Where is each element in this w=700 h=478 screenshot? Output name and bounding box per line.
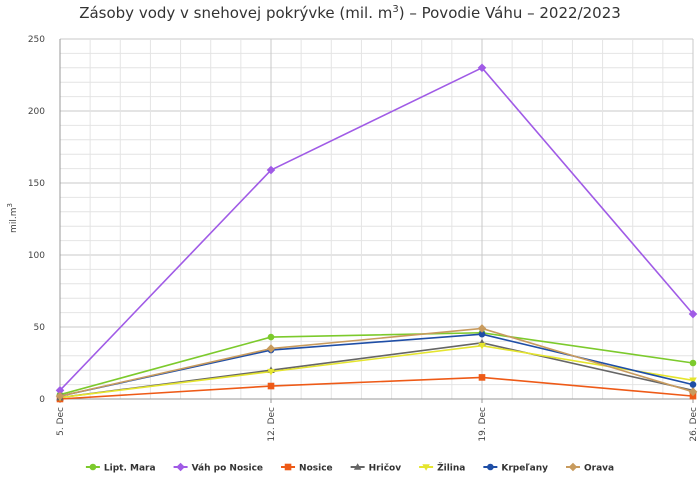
series-6-point — [477, 324, 487, 333]
x-tick-label: 26. Dec — [689, 407, 699, 442]
series-1-point — [477, 63, 487, 73]
series-1-point — [688, 309, 698, 319]
y-tick-label: 150 — [28, 179, 45, 189]
legend-label: Nosice — [299, 464, 333, 474]
x-tick-label: 19. Dec — [478, 407, 488, 442]
legend-swatch-marker — [487, 463, 494, 471]
series-6-point — [266, 344, 276, 353]
legend-swatch-marker — [353, 463, 362, 470]
y-tick-label: 0 — [39, 395, 45, 405]
legend-label: Lipt. Mara — [104, 464, 156, 474]
legend-swatch-marker — [89, 463, 97, 471]
legend-item[interactable]: Žilina — [419, 462, 465, 474]
series-4-point — [689, 377, 697, 385]
series-0-point — [689, 359, 697, 367]
series-2-point — [478, 374, 486, 381]
series-6-point — [688, 387, 698, 397]
series-2 — [56, 374, 697, 403]
legend-label: Váh po Nosice — [192, 464, 263, 474]
series-1-line — [59, 67, 694, 391]
legend-label: Orava — [584, 464, 614, 474]
x-tick-label: 5. Dec — [56, 407, 66, 436]
series-4-point — [267, 368, 275, 376]
series-layer — [55, 63, 698, 403]
legend-label: Hričov — [369, 463, 402, 474]
series-6 — [55, 324, 698, 401]
legend-label: Žilina — [437, 462, 465, 474]
series-2-point — [689, 392, 697, 400]
series-2-line — [59, 376, 694, 400]
legend-item[interactable]: Krpeľany — [483, 464, 548, 474]
legend-label: Krpeľany — [501, 464, 548, 474]
chart-title: Zásoby vody v snehovej pokrývke (mil. m3… — [79, 4, 621, 22]
series-5-point — [478, 330, 486, 338]
series-6-line — [59, 327, 694, 397]
axes: 0 50 100 150 200 250 5. Dec 12. Dec 19. Dec 26. D… — [28, 35, 699, 442]
series-1 — [55, 63, 698, 395]
y-tick-label: 250 — [28, 35, 45, 45]
series-0-line — [59, 331, 694, 396]
legend-item[interactable]: Hričov — [350, 463, 402, 474]
plot-grid — [59, 38, 694, 400]
series-0-point — [267, 333, 275, 341]
legend: Lipt. Mara Váh po Nosice Nosice Hričov Žilin… — [85, 462, 614, 474]
y-tick-label: 200 — [28, 107, 45, 117]
y-axis-label: mil.m3 — [6, 203, 19, 233]
legend-item[interactable]: Váh po Nosice — [173, 462, 263, 474]
y-tick-label: 100 — [28, 251, 45, 261]
legend-item[interactable]: Orava — [565, 462, 614, 474]
series-4-point — [478, 342, 486, 350]
legend-item[interactable]: Nosice — [281, 464, 333, 474]
legend-swatch-marker — [284, 463, 292, 471]
series-5-point — [689, 381, 697, 388]
legend-swatch-marker — [568, 462, 578, 472]
series-1-point — [266, 165, 276, 175]
legend-swatch-marker — [176, 462, 185, 472]
legend-swatch-marker — [422, 464, 430, 471]
series-1-point — [55, 386, 65, 395]
y-tick-label: 50 — [34, 323, 46, 333]
series-4-line — [59, 344, 694, 399]
legend-item[interactable]: Lipt. Mara — [85, 463, 156, 474]
series-6-point — [55, 391, 65, 401]
series-2-point — [267, 382, 275, 390]
x-tick-label: 12. Dec — [267, 407, 277, 442]
